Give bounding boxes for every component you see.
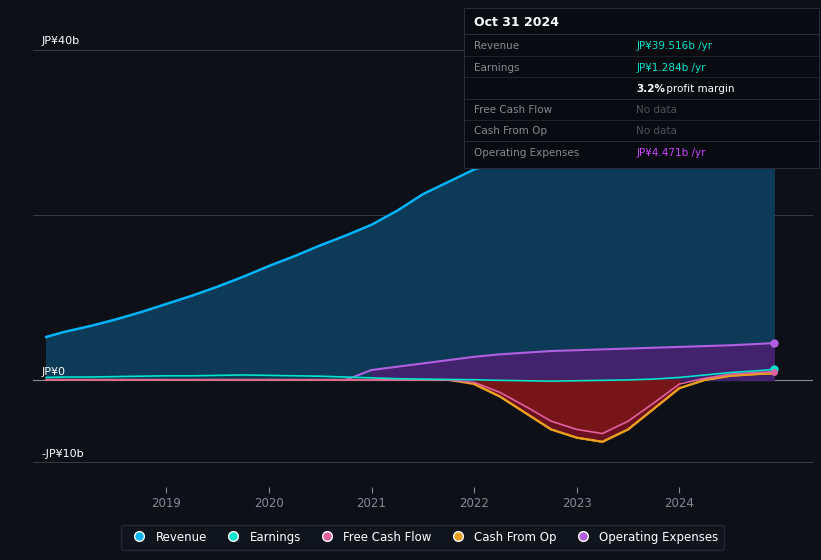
Text: JP¥39.516b /yr: JP¥39.516b /yr: [636, 41, 713, 52]
Text: Free Cash Flow: Free Cash Flow: [474, 105, 552, 115]
Text: Revenue: Revenue: [474, 41, 519, 52]
Text: 3.2%: 3.2%: [636, 84, 665, 94]
Text: JP¥0: JP¥0: [41, 367, 65, 377]
Text: profit margin: profit margin: [663, 84, 735, 94]
Text: No data: No data: [636, 105, 677, 115]
Text: JP¥40b: JP¥40b: [41, 36, 79, 46]
Text: Cash From Op: Cash From Op: [474, 127, 547, 137]
Legend: Revenue, Earnings, Free Cash Flow, Cash From Op, Operating Expenses: Revenue, Earnings, Free Cash Flow, Cash …: [122, 525, 724, 549]
Text: JP¥1.284b /yr: JP¥1.284b /yr: [636, 63, 706, 73]
Text: Oct 31 2024: Oct 31 2024: [474, 16, 559, 29]
Text: Earnings: Earnings: [474, 63, 519, 73]
Text: No data: No data: [636, 127, 677, 137]
Text: Operating Expenses: Operating Expenses: [474, 148, 579, 158]
Text: -JP¥10b: -JP¥10b: [41, 449, 84, 459]
Text: JP¥4.471b /yr: JP¥4.471b /yr: [636, 148, 706, 158]
